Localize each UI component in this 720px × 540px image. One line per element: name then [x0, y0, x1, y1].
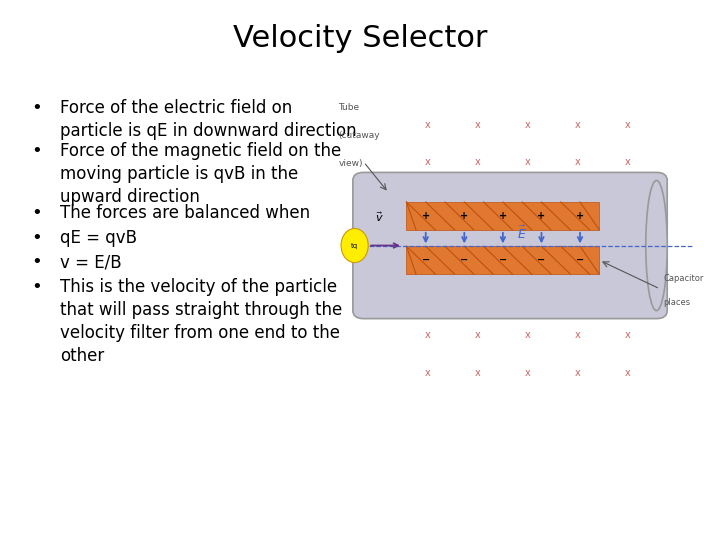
Text: •: • [32, 278, 42, 296]
Bar [406, 202, 599, 230]
Text: $\vec{v}$: $\vec{v}$ [375, 210, 384, 224]
Text: +: + [422, 211, 430, 221]
Text: +: + [460, 211, 469, 221]
Text: x: x [625, 330, 631, 340]
Text: $\vec{E}$: $\vec{E}$ [517, 225, 527, 242]
Text: Force of the electric field on
particle is qE in downward direction: Force of the electric field on particle … [60, 99, 356, 140]
Text: x: x [575, 368, 581, 377]
Text: x: x [475, 120, 481, 130]
Text: •: • [32, 142, 42, 160]
Text: x: x [525, 120, 531, 130]
Text: −: − [537, 255, 546, 265]
Text: −: − [499, 255, 507, 265]
Text: x: x [475, 330, 481, 340]
Text: •: • [32, 204, 42, 222]
Text: +: + [537, 211, 546, 221]
Text: +: + [576, 211, 584, 221]
Text: view): view) [338, 159, 363, 168]
Text: This is the velocity of the particle
that will pass straight through the
velocit: This is the velocity of the particle tha… [60, 278, 342, 365]
Text: Capacitor: Capacitor [664, 274, 704, 283]
Text: x: x [625, 368, 631, 377]
Text: (cutaway: (cutaway [338, 131, 380, 140]
Text: x: x [475, 368, 481, 377]
Text: places: places [664, 298, 690, 307]
Text: x: x [425, 330, 431, 340]
Text: x: x [575, 330, 581, 340]
Text: qE = qvB: qE = qvB [60, 228, 137, 247]
Text: x: x [575, 120, 581, 130]
Text: Tube: Tube [338, 103, 360, 112]
Text: Velocity Selector: Velocity Selector [233, 24, 487, 53]
Text: x: x [625, 157, 631, 167]
Text: tq: tq [351, 242, 359, 248]
Ellipse shape [341, 228, 368, 262]
Text: v = E/B: v = E/B [60, 253, 122, 272]
Text: −: − [576, 255, 584, 265]
Text: −: − [460, 255, 469, 265]
Bar [406, 246, 599, 274]
Text: x: x [425, 368, 431, 377]
Text: x: x [575, 157, 581, 167]
Text: Force of the magnetic field on the
moving particle is qvB in the
upward directio: Force of the magnetic field on the movin… [60, 142, 341, 206]
Text: −: − [422, 255, 430, 265]
Text: The forces are balanced when: The forces are balanced when [60, 204, 310, 222]
Ellipse shape [646, 180, 667, 310]
Text: x: x [625, 120, 631, 130]
Text: •: • [32, 99, 42, 117]
Text: x: x [525, 330, 531, 340]
FancyBboxPatch shape [353, 172, 667, 319]
Text: x: x [425, 157, 431, 167]
Text: •: • [32, 228, 42, 247]
Text: x: x [425, 120, 431, 130]
Text: x: x [525, 368, 531, 377]
Text: x: x [475, 157, 481, 167]
Text: x: x [525, 157, 531, 167]
Text: +: + [499, 211, 507, 221]
Text: •: • [32, 253, 42, 272]
